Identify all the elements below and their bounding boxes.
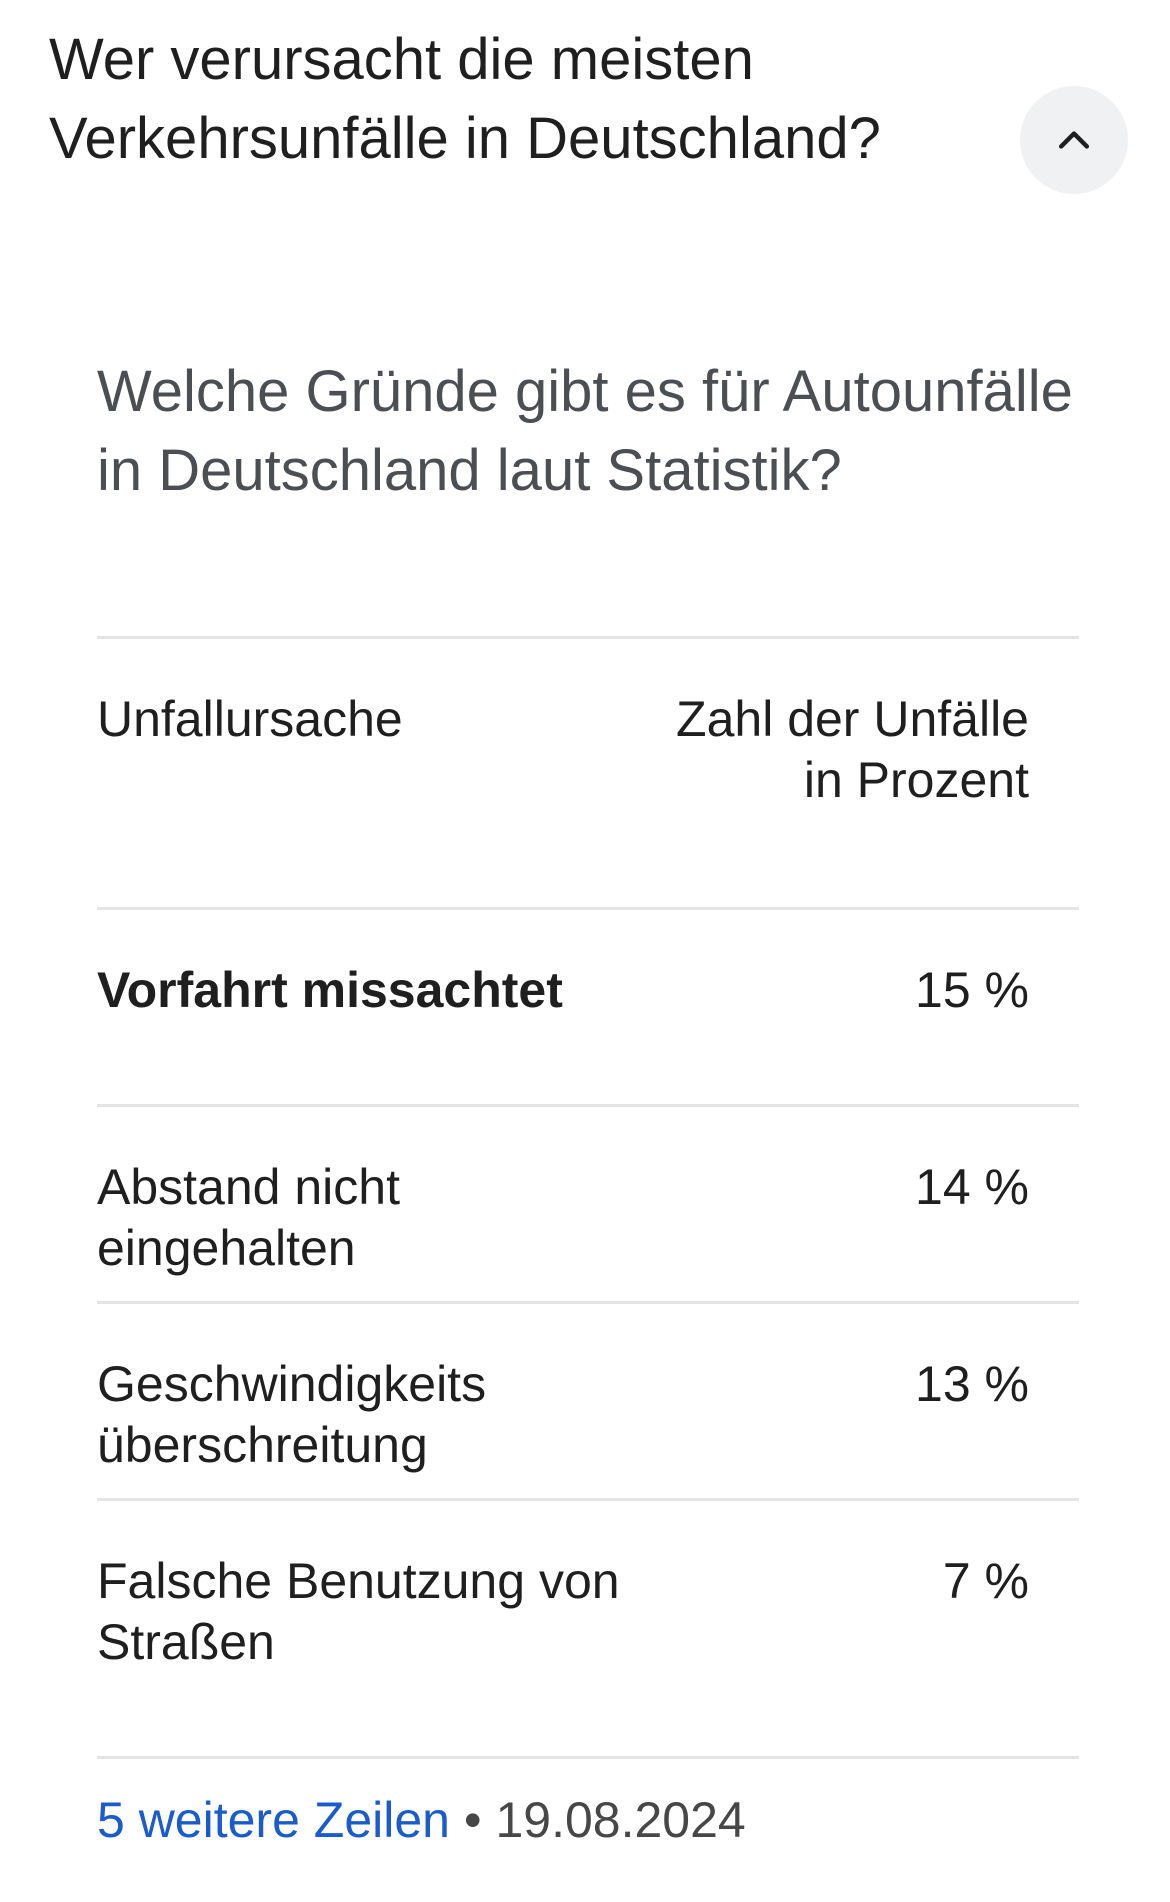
table-cell-value: 14 % — [915, 1159, 1029, 1215]
table-divider — [97, 907, 1079, 910]
table-cell-value: 7 % — [942, 1553, 1029, 1609]
table-divider — [97, 1301, 1079, 1304]
table-cell-cause: Falsche Benutzung von Straßen — [97, 1553, 620, 1670]
faq-question: Wer verursacht die meisten Verkehrsunfäl… — [49, 27, 881, 171]
table-row: Abstand nicht eingehalten 14 % — [97, 1107, 1079, 1301]
footer-separator: • — [463, 1792, 482, 1848]
table-footer: 5 weitere Zeilen • 19.08.2024 — [97, 1790, 746, 1850]
column-header-cause: Unfallursache — [97, 691, 403, 747]
table-row: Geschwindigkeits überschreitung 13 % — [97, 1304, 1079, 1498]
table-row: Falsche Benutzung von Straßen 7 % — [97, 1501, 1079, 1756]
chevron-up-icon — [1058, 131, 1090, 149]
table-cell-cause: Abstand nicht eingehalten — [97, 1159, 400, 1276]
table-divider — [97, 1756, 1079, 1759]
answer-subheading: Welche Gründe gibt es für Autounfälle in… — [97, 359, 1073, 503]
table-header-row: Unfallursache Zahl der Unfälle in Prozen… — [97, 639, 1079, 907]
source-date: 19.08.2024 — [495, 1792, 746, 1848]
table-cell-value: 15 % — [915, 962, 1029, 1018]
statistics-table: Unfallursache Zahl der Unfälle in Prozen… — [97, 636, 1079, 1759]
table-cell-value: 13 % — [915, 1356, 1029, 1412]
table-cell-cause: Vorfahrt missachtet — [97, 962, 563, 1018]
table-divider — [97, 636, 1079, 639]
column-header-percent: Zahl der Unfälle in Prozent — [676, 691, 1029, 808]
more-rows-link[interactable]: 5 weitere Zeilen — [97, 1792, 450, 1848]
collapse-button[interactable] — [1020, 86, 1128, 194]
table-divider — [97, 1104, 1079, 1107]
table-row: Vorfahrt missachtet 15 % — [97, 910, 1079, 1104]
table-divider — [97, 1498, 1079, 1501]
table-cell-cause: Geschwindigkeits überschreitung — [97, 1356, 487, 1473]
faq-question-header[interactable]: Wer verursacht die meisten Verkehrsunfäl… — [49, 20, 1009, 178]
